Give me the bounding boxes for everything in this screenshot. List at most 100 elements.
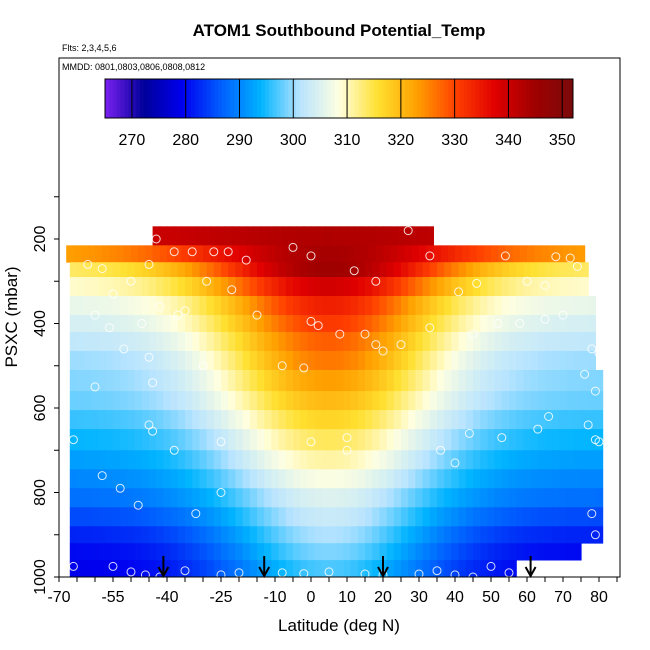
heatmap-cell xyxy=(73,245,82,263)
heatmap-cell xyxy=(213,410,222,430)
heatmap-cell xyxy=(95,245,103,263)
heatmap-cell xyxy=(372,507,380,527)
colorbar-cell xyxy=(163,79,168,118)
heatmap-cell xyxy=(318,245,326,263)
heatmap-cell xyxy=(566,507,575,527)
heatmap-cell xyxy=(213,543,222,561)
heatmap-cell xyxy=(199,391,208,411)
heatmap-cell xyxy=(314,277,323,297)
heatmap-cell xyxy=(271,315,280,333)
heatmap-cell xyxy=(127,469,136,489)
heatmap-cell xyxy=(300,350,308,371)
heatmap-cell xyxy=(206,507,215,527)
heatmap-cell xyxy=(393,391,402,411)
heatmap-cell xyxy=(365,429,373,451)
heatmap-cell xyxy=(537,315,546,333)
heatmap-cell xyxy=(170,262,179,278)
colorbar-cell xyxy=(420,79,426,118)
heatmap-cell xyxy=(127,450,136,470)
heatmap-cell xyxy=(494,450,503,470)
heatmap-cell xyxy=(293,543,301,561)
heatmap-cell xyxy=(221,391,229,411)
colorbar-cell xyxy=(444,79,449,118)
heatmap-cell xyxy=(113,331,121,352)
heatmap-cell xyxy=(249,296,258,316)
heatmap-cell xyxy=(206,450,215,470)
heatmap-cell xyxy=(285,369,294,392)
heatmap-cell xyxy=(98,277,107,297)
observation-point xyxy=(202,276,212,286)
colorbar-cell xyxy=(557,79,562,118)
heatmap-cell xyxy=(473,391,481,411)
heatmap-cell xyxy=(242,488,251,508)
colorbar-cell xyxy=(120,79,125,118)
heatmap-cell xyxy=(213,296,222,316)
heatmap-cell xyxy=(307,429,316,451)
observation-point xyxy=(371,340,381,350)
heatmap-cell xyxy=(199,469,208,489)
heatmap-cell xyxy=(365,450,373,470)
heatmap-cell xyxy=(393,526,402,544)
heatmap-cell xyxy=(170,507,179,527)
heatmap-cell xyxy=(516,450,524,470)
observation-point xyxy=(522,276,532,286)
colorbar-cell xyxy=(167,79,172,118)
heatmap-cell xyxy=(516,410,524,430)
heatmap-cell xyxy=(264,450,272,470)
heatmap-cell xyxy=(156,469,164,489)
observation-point xyxy=(565,253,575,263)
heatmap-cell xyxy=(401,526,409,544)
heatmap-cell xyxy=(343,315,352,333)
heatmap-cell xyxy=(386,262,395,278)
heatmap-cell xyxy=(221,526,229,544)
heatmap-cell xyxy=(84,277,92,297)
heatmap-cell xyxy=(105,488,114,508)
heatmap-cell xyxy=(163,450,172,470)
heatmap-cell xyxy=(314,262,323,278)
heatmap-cell xyxy=(271,543,280,561)
heatmap-cell xyxy=(141,450,150,470)
heatmap-cell xyxy=(357,410,366,430)
heatmap-cell xyxy=(350,315,359,333)
heatmap-cell xyxy=(329,429,337,451)
heatmap-cell xyxy=(271,369,280,392)
heatmap-cell xyxy=(473,469,481,489)
heatmap-cell xyxy=(552,296,560,316)
heatmap-cell xyxy=(91,507,100,527)
colorbar-cell xyxy=(214,79,219,118)
heatmap-cell xyxy=(192,560,200,577)
heatmap-cell xyxy=(408,488,416,508)
heatmap-cell xyxy=(509,469,517,489)
heatmap-cell xyxy=(530,469,539,489)
heatmap-cell xyxy=(141,560,150,577)
heatmap-cell xyxy=(386,331,395,352)
heatmap-cell xyxy=(397,226,406,246)
heatmap-cell xyxy=(393,450,402,470)
observation-point xyxy=(198,361,208,371)
heatmap-cell xyxy=(105,526,114,544)
colorbar-cell xyxy=(268,79,274,118)
heatmap-cell xyxy=(509,488,517,508)
heatmap-cell xyxy=(487,507,496,527)
heatmap-cell xyxy=(242,296,251,316)
heatmap-cell xyxy=(379,410,388,430)
heatmap-cell xyxy=(69,507,78,527)
heatmap-cell xyxy=(455,245,463,263)
observation-point xyxy=(288,242,298,252)
heatmap-cell xyxy=(69,277,78,297)
heatmap-cell xyxy=(523,331,532,352)
heatmap-cell xyxy=(480,277,488,297)
observation-point xyxy=(436,445,446,455)
heatmap-cell xyxy=(174,245,182,263)
heatmap-cell xyxy=(357,331,366,352)
heatmap-cell xyxy=(271,488,280,508)
heatmap-cell xyxy=(465,469,474,489)
observation-point xyxy=(241,255,251,265)
heatmap-cell xyxy=(588,526,596,544)
heatmap-cell xyxy=(314,526,323,544)
heatmap-cell xyxy=(422,410,431,430)
heatmap-cell xyxy=(149,350,157,371)
heatmap-cell xyxy=(239,226,247,246)
heatmap-cell xyxy=(242,262,251,278)
heatmap-cell xyxy=(523,262,532,278)
